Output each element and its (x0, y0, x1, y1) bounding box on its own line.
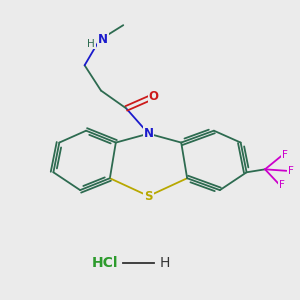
Text: HCl: HCl (92, 256, 119, 270)
Text: F: F (288, 166, 294, 176)
Text: O: O (148, 90, 159, 103)
Text: S: S (144, 190, 153, 202)
Text: F: F (282, 150, 288, 161)
Text: H: H (160, 256, 170, 270)
Text: N: N (143, 127, 154, 140)
Text: H: H (87, 39, 95, 49)
Text: F: F (279, 180, 285, 190)
Text: N: N (98, 33, 108, 46)
